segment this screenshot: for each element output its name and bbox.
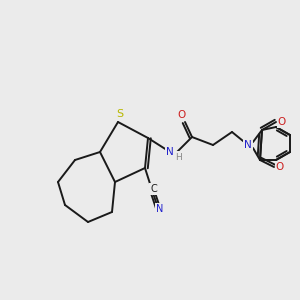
Text: O: O — [276, 162, 284, 172]
Text: H: H — [176, 152, 182, 161]
Text: O: O — [278, 117, 286, 127]
Text: O: O — [177, 110, 185, 120]
Text: N: N — [166, 147, 174, 157]
Text: N: N — [156, 204, 164, 214]
Text: C: C — [151, 184, 158, 194]
Text: S: S — [116, 109, 124, 119]
Text: N: N — [244, 140, 252, 150]
